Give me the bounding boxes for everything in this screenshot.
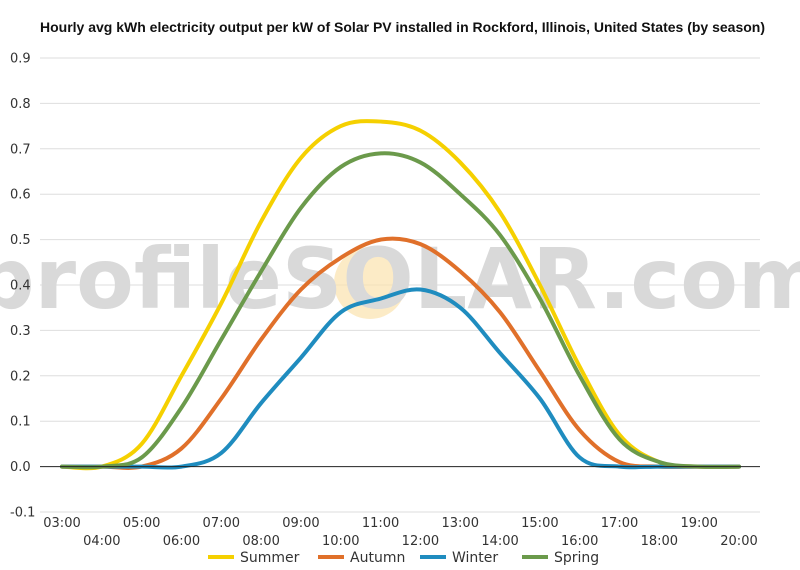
y-tick-label: 0.7 [10,142,31,157]
series-line-summer [60,119,741,471]
y-tick-label: 0.4 [10,279,31,294]
series-line-spring [60,151,741,470]
y-tick-label: 0.2 [10,369,31,384]
series-line-autumn [60,236,741,470]
x-tick-label: 17:00 [601,516,638,531]
legend-label: Summer [240,550,300,566]
legend-label: Spring [554,550,599,566]
legend-label: Winter [452,550,498,566]
x-tick-label: 07:00 [203,516,240,531]
x-tick-label: 08:00 [242,534,279,549]
x-tick-label: 16:00 [561,534,598,549]
y-tick-label: 0.0 [10,460,31,475]
legend-label: Autumn [350,550,405,566]
x-tick-label: 19:00 [680,516,717,531]
legend: Summer Autumn Winter Spring [208,550,599,566]
watermark-text: profileSOLAR.com [0,230,800,328]
y-tick-label: 0.8 [10,97,31,112]
x-tick-label: 20:00 [720,534,757,549]
y-tick-label: 0.1 [10,415,31,430]
y-tick-label: 0.5 [10,233,31,248]
x-tick-label: 03:00 [43,516,80,531]
x-tick-label: 18:00 [641,534,678,549]
chart-title: Hourly avg kWh electricity output per kW… [40,19,766,35]
watermark-sun-icon [334,247,406,319]
x-tick-label: 15:00 [521,516,558,531]
y-tick-label: 0.3 [10,324,31,339]
x-tick-label: 05:00 [123,516,160,531]
x-tick-label: 14:00 [481,534,518,549]
x-tick-label: 11:00 [362,516,399,531]
y-tick-label: -0.1 [10,506,35,521]
x-tick-label: 09:00 [282,516,319,531]
x-tick-label: 10:00 [322,534,359,549]
x-tick-label: 12:00 [402,534,439,549]
y-tick-label: 0.6 [10,188,31,203]
x-tick-label: 13:00 [442,516,479,531]
axes: -0.10.00.10.20.30.40.50.60.70.80.903:000… [10,52,760,549]
y-tick-label: 0.9 [10,52,31,67]
x-tick-label: 04:00 [83,534,120,549]
x-tick-label: 06:00 [163,534,200,549]
watermark: profileSOLAR.com [0,230,800,328]
